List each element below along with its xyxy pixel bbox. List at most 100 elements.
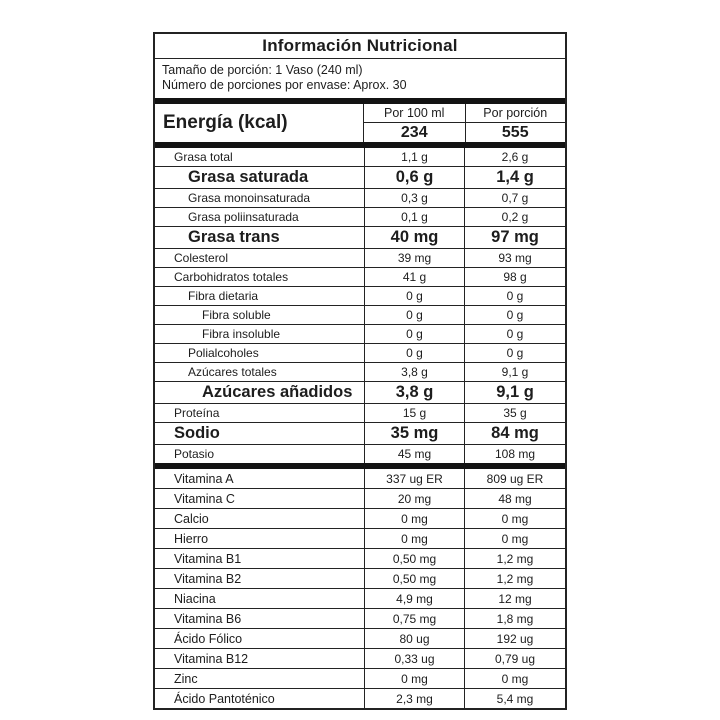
nutrient-row: Colesterol 39 mg 93 mg bbox=[155, 248, 565, 267]
nutrient-row: Calcio 0 mg 0 mg bbox=[155, 508, 565, 528]
nutrient-row: Azúcares totales 3,8 g 9,1 g bbox=[155, 362, 565, 381]
value-per-100ml: 0,50 mg bbox=[364, 569, 464, 588]
value-per-100ml: 4,9 mg bbox=[364, 589, 464, 608]
nutrient-row: Vitamina B6 0,75 mg 1,8 mg bbox=[155, 608, 565, 628]
value-per-portion: 35 g bbox=[464, 404, 565, 422]
value-per-portion: 48 mg bbox=[464, 489, 565, 508]
value-per-100ml: 40 mg bbox=[364, 227, 464, 248]
nutrient-name: Vitamina C bbox=[174, 491, 235, 506]
value-per-portion: 0 mg bbox=[464, 669, 565, 688]
value-per-portion: 0,2 g bbox=[464, 208, 565, 226]
value-per-100ml: 0 mg bbox=[364, 669, 464, 688]
nutrient-name: Proteína bbox=[174, 406, 220, 420]
value-per-100ml: 0 g bbox=[364, 344, 464, 362]
nutrient-row: Vitamina C 20 mg 48 mg bbox=[155, 488, 565, 508]
nutrient-name: Zinc bbox=[174, 671, 198, 686]
value-per-100ml: 35 mg bbox=[364, 423, 464, 444]
nutrient-row: Grasa poliinsaturada 0,1 g 0,2 g bbox=[155, 207, 565, 226]
nutrient-row: Vitamina A 337 ug ER 809 ug ER bbox=[155, 469, 565, 488]
nutrient-name: Grasa total bbox=[174, 150, 233, 164]
value-per-portion: 93 mg bbox=[464, 249, 565, 267]
value-per-100ml: 20 mg bbox=[364, 489, 464, 508]
nutrient-row: Vitamina B12 0,33 ug 0,79 ug bbox=[155, 648, 565, 668]
nutrient-name: Vitamina B6 bbox=[174, 611, 242, 626]
value-per-portion: 1,4 g bbox=[464, 167, 565, 188]
energy-value-per-100ml: 234 bbox=[400, 123, 428, 141]
nutrient-row: Fibra soluble 0 g 0 g bbox=[155, 305, 565, 324]
label-title: Información Nutricional bbox=[155, 34, 565, 59]
value-per-portion: 192 ug bbox=[464, 629, 565, 648]
serving-info: Tamaño de porción: 1 Vaso (240 ml) Númer… bbox=[155, 59, 565, 98]
nutrient-name: Fibra dietaria bbox=[188, 289, 259, 303]
nutrient-row: Proteína 15 g 35 g bbox=[155, 403, 565, 422]
nutrient-name: Azúcares añadidos bbox=[202, 383, 353, 401]
value-per-100ml: 0 mg bbox=[364, 529, 464, 548]
nutrient-name: Niacina bbox=[174, 591, 216, 606]
servings-per-container-text: Número de porciones por envase: Aprox. 3… bbox=[162, 78, 407, 92]
nutrient-name: Grasa monoinsaturada bbox=[188, 191, 311, 205]
nutrition-facts-table: Información Nutricional Tamaño de porció… bbox=[153, 32, 567, 710]
value-per-portion: 97 mg bbox=[464, 227, 565, 248]
value-per-100ml: 0 mg bbox=[364, 509, 464, 528]
value-per-100ml: 0,50 mg bbox=[364, 549, 464, 568]
value-per-portion: 0 mg bbox=[464, 509, 565, 528]
energy-values: Por 100 ml Por porción 234 555 bbox=[364, 104, 565, 142]
nutrient-name: Vitamina B1 bbox=[174, 551, 242, 566]
value-per-portion: 0 g bbox=[464, 306, 565, 324]
thick-separator bbox=[155, 142, 565, 148]
value-per-portion: 0,79 ug bbox=[464, 649, 565, 668]
value-per-100ml: 2,3 mg bbox=[364, 689, 464, 708]
value-per-portion: 0 g bbox=[464, 325, 565, 343]
value-per-100ml: 80 ug bbox=[364, 629, 464, 648]
value-per-100ml: 3,8 g bbox=[364, 363, 464, 381]
value-per-portion: 5,4 mg bbox=[464, 689, 565, 708]
nutrient-name: Hierro bbox=[174, 531, 209, 546]
value-per-portion: 9,1 g bbox=[464, 382, 565, 403]
value-per-100ml: 0 g bbox=[364, 287, 464, 305]
nutrient-row: Grasa trans 40 mg 97 mg bbox=[155, 226, 565, 248]
nutrient-row: Polialcoholes 0 g 0 g bbox=[155, 343, 565, 362]
value-per-100ml: 1,1 g bbox=[364, 148, 464, 166]
value-per-portion: 0 mg bbox=[464, 529, 565, 548]
nutrient-row: Zinc 0 mg 0 mg bbox=[155, 668, 565, 688]
thick-separator bbox=[155, 98, 565, 104]
value-per-portion: 9,1 g bbox=[464, 363, 565, 381]
value-per-portion: 1,8 mg bbox=[464, 609, 565, 628]
value-per-100ml: 0 g bbox=[364, 325, 464, 343]
nutrient-row: Sodio 35 mg 84 mg bbox=[155, 422, 565, 444]
col-header-per-portion: Por porción bbox=[464, 104, 566, 122]
nutrient-name: Vitamina A bbox=[174, 471, 234, 486]
col-header-per-100ml: Por 100 ml bbox=[384, 106, 445, 120]
nutrient-name: Ácido Fólico bbox=[174, 631, 243, 646]
value-per-portion: 1,2 mg bbox=[464, 569, 565, 588]
nutrient-row: Vitamina B1 0,50 mg 1,2 mg bbox=[155, 548, 565, 568]
nutrient-name: Ácido Pantoténico bbox=[174, 691, 275, 706]
macronutrient-rows: Grasa total 1,1 g 2,6 g Grasa saturada 0… bbox=[155, 148, 565, 463]
nutrient-row: Niacina 4,9 mg 12 mg bbox=[155, 588, 565, 608]
nutrient-name: Grasa poliinsaturada bbox=[188, 210, 299, 224]
nutrient-row: Fibra dietaria 0 g 0 g bbox=[155, 286, 565, 305]
vitamin-mineral-rows: Vitamina A 337 ug ER 809 ug ER Vitamina … bbox=[155, 469, 565, 708]
value-per-100ml: 0,3 g bbox=[364, 189, 464, 207]
value-per-100ml: 15 g bbox=[364, 404, 464, 422]
nutrient-row: Fibra insoluble 0 g 0 g bbox=[155, 324, 565, 343]
nutrient-name: Vitamina B12 bbox=[174, 651, 249, 666]
energy-value-row: 234 555 bbox=[364, 123, 565, 142]
nutrient-name: Fibra insoluble bbox=[202, 327, 281, 341]
value-per-portion: 809 ug ER bbox=[464, 469, 565, 488]
value-per-100ml: 3,8 g bbox=[364, 382, 464, 403]
value-per-100ml: 0,6 g bbox=[364, 167, 464, 188]
nutrient-name: Sodio bbox=[174, 424, 220, 442]
serving-size-text: Tamaño de porción: 1 Vaso (240 ml) bbox=[162, 63, 363, 77]
nutrient-row: Hierro 0 mg 0 mg bbox=[155, 528, 565, 548]
nutrient-row: Ácido Fólico 80 ug 192 ug bbox=[155, 628, 565, 648]
value-per-portion: 98 g bbox=[464, 268, 565, 286]
value-per-100ml: 0,33 ug bbox=[364, 649, 464, 668]
nutrient-row: Vitamina B2 0,50 mg 1,2 mg bbox=[155, 568, 565, 588]
value-per-portion: 84 mg bbox=[464, 423, 565, 444]
value-per-100ml: 0 g bbox=[364, 306, 464, 324]
value-per-100ml: 45 mg bbox=[364, 445, 464, 463]
value-per-portion: 108 mg bbox=[464, 445, 565, 463]
value-per-portion: 1,2 mg bbox=[464, 549, 565, 568]
nutrient-row: Potasio 45 mg 108 mg bbox=[155, 444, 565, 463]
